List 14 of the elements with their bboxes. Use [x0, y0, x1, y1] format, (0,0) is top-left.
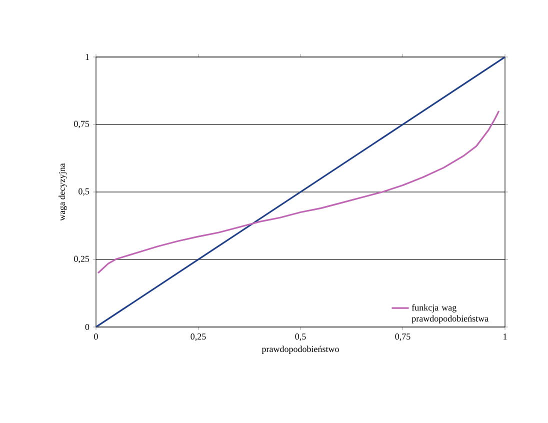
- x-tick-label: 0,75: [395, 334, 410, 341]
- y-tick-label: 0,75: [74, 120, 90, 128]
- x-tick-label: 0,25: [190, 334, 206, 341]
- line-series: [97, 110, 500, 274]
- legend-label: funkcja wag prawdopodobieństwa: [412, 304, 488, 324]
- y-tick-label: 1: [86, 54, 89, 60]
- x-tick-label: 1: [504, 334, 507, 340]
- y-tick-label: 0: [85, 324, 90, 330]
- x-tick-label: 0,5: [295, 334, 306, 341]
- x-tick-label: 0: [94, 334, 98, 340]
- y-tick-label: 0,5: [78, 188, 90, 196]
- x-axis-title: prawdopodobieństwo: [262, 346, 339, 354]
- y-axis-title: waga decyzyjna: [58, 163, 67, 221]
- y-tick-label: 0,25: [74, 256, 90, 264]
